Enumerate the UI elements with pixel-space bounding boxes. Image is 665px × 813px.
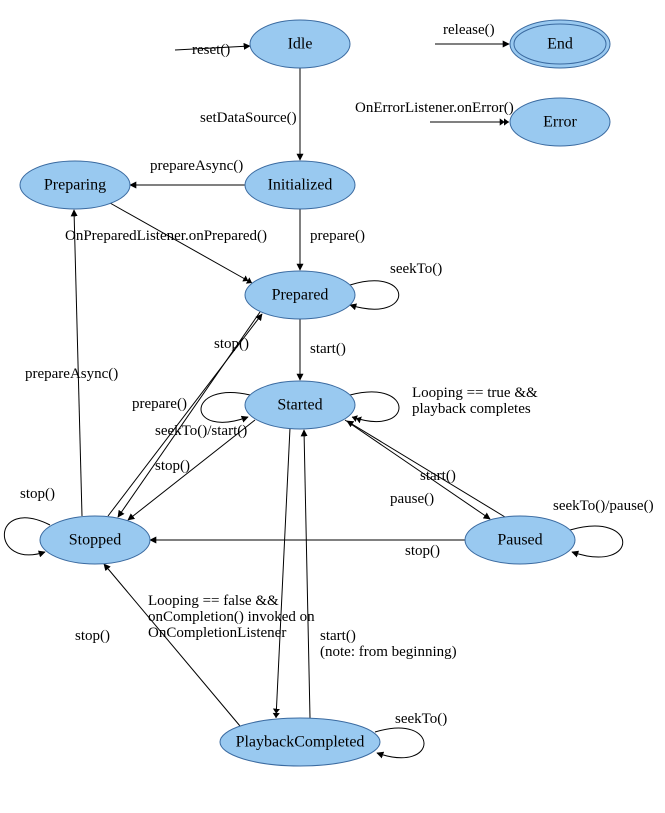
node-stopped: Stopped <box>40 516 150 564</box>
node-label-paused: Paused <box>497 532 542 549</box>
edge-label-stop_paused: stop() <box>405 543 440 559</box>
edge-loopfalse <box>276 428 290 718</box>
node-prepared: Prepared <box>245 271 355 319</box>
edge-label-reset_idle: reset() <box>192 42 230 58</box>
edge-label-prepareAsync2: prepareAsync() <box>25 366 118 382</box>
node-label-idle: Idle <box>288 36 313 53</box>
node-preparing: Preparing <box>20 161 130 209</box>
edge-label-prepare2: prepare() <box>132 396 187 412</box>
edge-prepareasync2 <box>74 210 82 516</box>
edge-label-onPrepared: OnPreparedListener.onPrepared() <box>65 228 267 244</box>
edge-label-seekTo_start: seekTo()/start() <box>155 423 247 439</box>
edge-label-seekTo_paused: seekTo()/pause() <box>553 498 654 514</box>
edge-seekto-pc <box>375 728 424 758</box>
edge-label-stop_prep: stop() <box>214 336 249 352</box>
node-label-end: End <box>547 36 573 53</box>
edge-label-prepareAsync1: prepareAsync() <box>150 158 243 174</box>
edge-label-start_paused: start() <box>420 468 456 484</box>
node-paused: Paused <box>465 516 575 564</box>
node-label-started: Started <box>277 397 322 414</box>
edge-start-pc <box>304 430 310 718</box>
node-playbackCompleted: PlaybackCompleted <box>220 718 380 766</box>
edge-label-seekTo_pc: seekTo() <box>395 711 447 727</box>
edge-label-looptrue: Looping == true &&playback completes <box>412 385 538 417</box>
edge-stop-pc <box>104 564 240 726</box>
edge-label-start1: start() <box>310 341 346 357</box>
node-initialized: Initialized <box>245 161 355 209</box>
edge-label-onerror: OnErrorListener.onError() <box>355 100 514 116</box>
edge-label-loopfalse: Looping == false &&onCompletion() invoke… <box>148 593 315 641</box>
edge-label-pause: pause() <box>390 491 434 507</box>
node-idle: Idle <box>250 20 350 68</box>
node-label-error: Error <box>543 114 577 131</box>
node-label-playbackCompleted: PlaybackCompleted <box>236 734 365 751</box>
edge-label-setDataSource: setDataSource() <box>200 110 297 126</box>
node-started: Started <box>245 381 355 429</box>
state-diagram: Idle End Error Initialized Preparing Prepared… <box>0 0 665 813</box>
edge-looptrue <box>350 392 399 422</box>
edge-seekto-started <box>201 393 250 423</box>
node-label-initialized: Initialized <box>268 177 333 194</box>
node-end: End <box>510 20 610 68</box>
edge-label-start_pc: start()(note: from beginning) <box>320 628 457 660</box>
edge-label-seekTo_prep: seekTo() <box>390 261 442 277</box>
edge-label-stop_self: stop() <box>20 486 55 502</box>
edge-seekto-paused <box>570 526 623 557</box>
node-label-preparing: Preparing <box>44 177 106 194</box>
edge-label-release_end: release() <box>443 22 495 38</box>
node-error: Error <box>510 98 610 146</box>
edge-label-prepare1: prepare() <box>310 228 365 244</box>
edge-label-stop_pc: stop() <box>75 628 110 644</box>
node-label-stopped: Stopped <box>69 532 121 549</box>
node-label-prepared: Prepared <box>272 287 329 304</box>
edge-label-stop_started: stop() <box>155 458 190 474</box>
edge-seekto-prepared <box>350 281 399 309</box>
